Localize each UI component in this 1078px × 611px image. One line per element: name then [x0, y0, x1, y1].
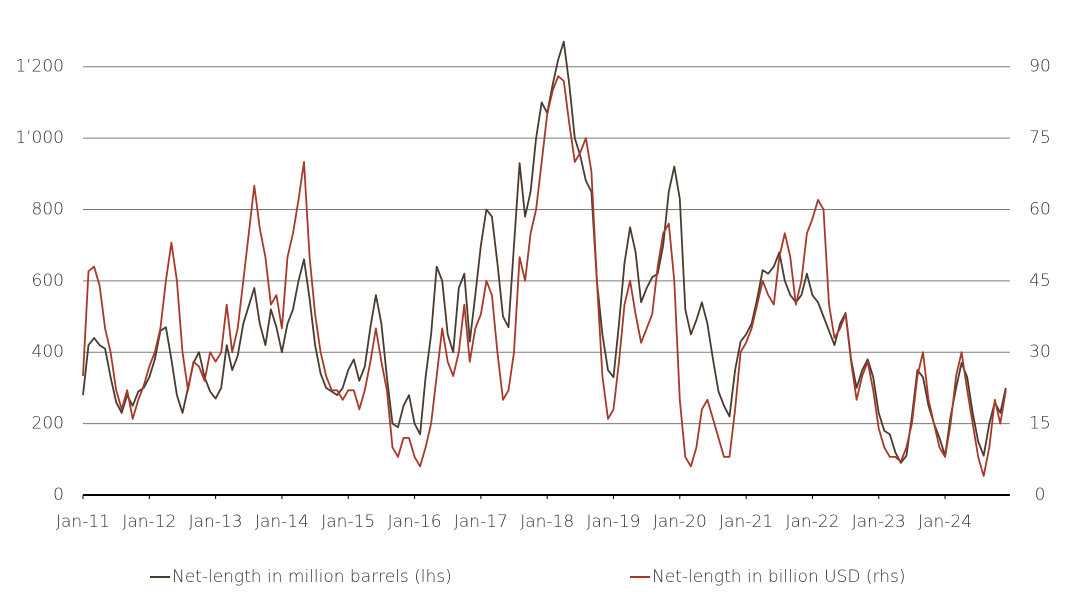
x-tick-label: Jan-13 — [189, 512, 243, 532]
x-tick-label: Jan-17 — [454, 512, 508, 532]
x-tick-label: Jan-19 — [587, 512, 641, 532]
x-tick-label: Jan-22 — [785, 512, 839, 532]
y2-tick-label: 30 — [1029, 342, 1051, 362]
y-tick-label: 200 — [32, 414, 64, 434]
x-tick-label: Jan-21 — [719, 512, 773, 532]
x-tick-label: Jan-16 — [388, 512, 442, 532]
y2-tick-label: 45 — [1029, 271, 1051, 291]
y-tick-label: 600 — [32, 271, 64, 291]
y-tick-label: 1’000 — [15, 128, 64, 148]
y2-tick-label: 75 — [1029, 128, 1051, 148]
y-tick-label: 0 — [53, 485, 64, 505]
series-line — [82, 75, 1007, 477]
x-tick-label: Jan-14 — [255, 512, 309, 532]
x-tick-label: Jan-15 — [321, 512, 375, 532]
x-tick-label: Jan-23 — [852, 512, 906, 532]
y-tick-label: 400 — [32, 342, 64, 362]
y-tick-label: 1’200 — [15, 57, 64, 77]
y2-tick-label: 60 — [1029, 199, 1051, 219]
legend-label: Net-length in billion USD (rhs) — [652, 567, 905, 587]
legend-label: Net-length in million barrels (lhs) — [172, 567, 452, 587]
x-tick-label: Jan-20 — [653, 512, 707, 532]
x-tick-label: Jan-11 — [56, 512, 110, 532]
x-tick-label: Jan-24 — [918, 512, 972, 532]
y-tick-label: 800 — [32, 199, 64, 219]
y2-tick-label: 0 — [1035, 485, 1046, 505]
series-line — [82, 40, 1007, 464]
x-tick-label: Jan-18 — [520, 512, 574, 532]
y2-tick-label: 90 — [1029, 57, 1051, 77]
x-tick-label: Jan-12 — [122, 512, 176, 532]
y2-tick-label: 15 — [1029, 414, 1051, 434]
